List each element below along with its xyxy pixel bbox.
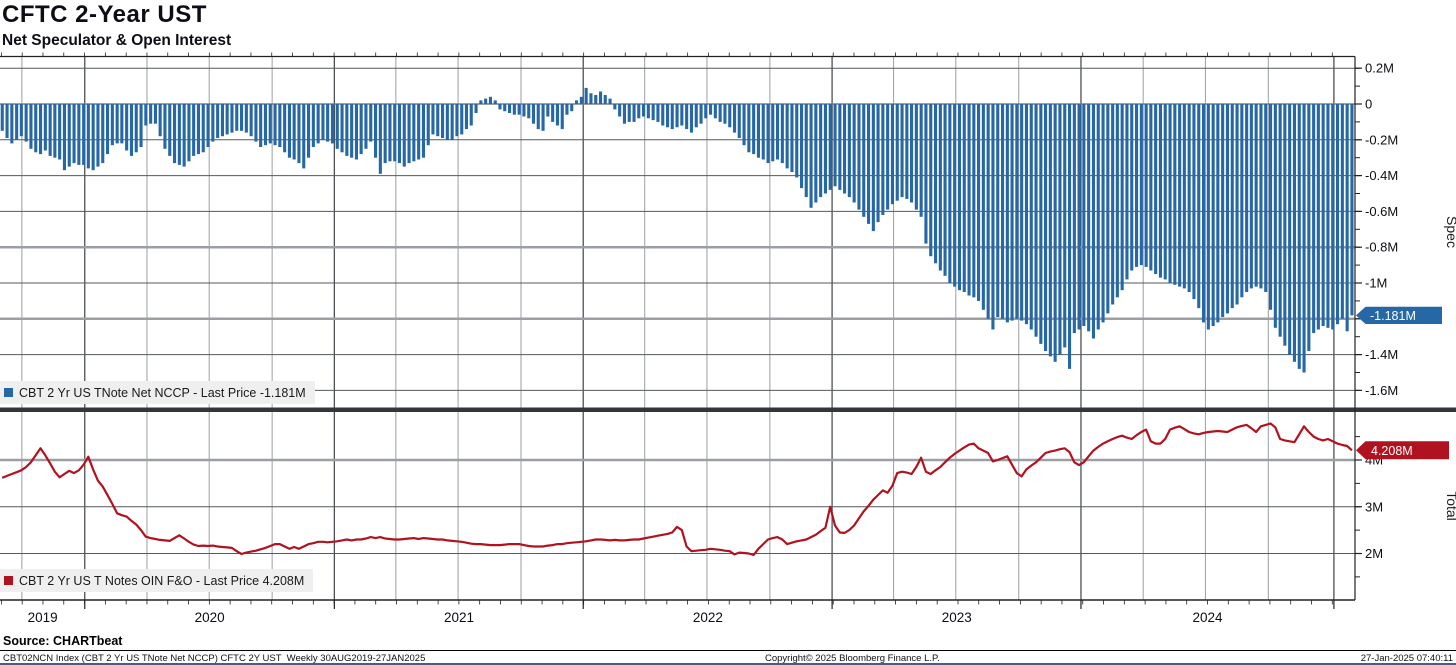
spec-last-price-tag: -1.181M [1356, 306, 1442, 324]
total-ytick-label: 2M [1365, 546, 1383, 561]
total-axis-title: Total [1444, 491, 1456, 521]
footer-ticker-info: CBT02NCN Index (CBT 2 Yr US TNote Net NC… [3, 653, 426, 664]
x-tick-year-2023: 2023 [942, 610, 972, 625]
total-ytick-label: 3M [1365, 499, 1383, 514]
spec-ytick-label: -0.2M [1365, 132, 1398, 147]
panel-separator [0, 407, 1456, 412]
page-title: CFTC 2-Year UST [2, 1, 207, 28]
spec-ytick-label: -1.4M [1365, 347, 1398, 362]
x-tick-year-2021: 2021 [444, 610, 474, 625]
spec-ytick-label: -0.8M [1365, 240, 1398, 255]
svg-text:4.208M: 4.208M [1371, 444, 1413, 458]
total-series-marker-icon [4, 576, 13, 585]
x-tick-year-2022: 2022 [693, 610, 723, 625]
legend-spec: CBT 2 Yr US TNote Net NCCP - Last Price … [0, 381, 315, 404]
spec-ytick-label: -0.6M [1365, 204, 1398, 219]
bottom-accent-bar [0, 663, 1456, 665]
x-tick-year-2020: 2020 [195, 610, 225, 625]
x-tick-year-2019: 2019 [28, 610, 58, 625]
spec-series-marker-icon [4, 388, 13, 397]
spec-axis-title: Spec [1444, 216, 1456, 248]
legend-total: CBT 2 Yr US T Notes OIN F&O - Last Price… [0, 569, 314, 592]
x-tick-year-2024: 2024 [1192, 610, 1223, 625]
legend-total-label: CBT 2 Yr US T Notes OIN F&O - Last Price… [19, 573, 305, 588]
footer-copyright: Copyright© 2025 Bloomberg Finance L.P. [765, 653, 940, 664]
source-credit: Source: CHARTbeat [3, 634, 123, 648]
legend-spec-label: CBT 2 Yr US TNote Net NCCP - Last Price … [19, 385, 306, 400]
spec-ytick-label: 0.2M [1365, 61, 1394, 76]
page-subtitle: Net Speculator & Open Interest [2, 32, 232, 49]
spec-ytick-label: 0 [1365, 97, 1372, 112]
svg-text:-1.181M: -1.181M [1370, 309, 1416, 323]
footer-divider [0, 650, 1456, 651]
total-oi-line [1, 422, 1353, 557]
spec-ytick-label: -1M [1365, 276, 1387, 291]
total-last-price-tag: 4.208M [1356, 441, 1449, 460]
spec-ytick-label: -0.4M [1365, 168, 1398, 183]
spec-bars-series [0, 87, 1354, 373]
spec-ytick-label: -1.6M [1365, 383, 1398, 398]
footer-datetime: 27-Jan-2025 07:40:11 [1360, 653, 1453, 664]
